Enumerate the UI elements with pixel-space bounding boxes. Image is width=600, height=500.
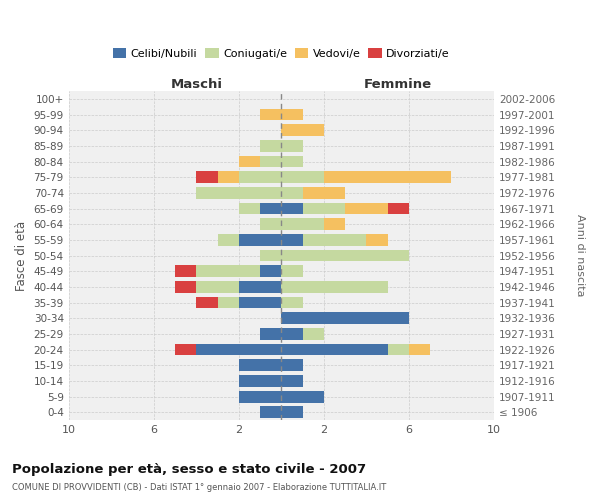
Bar	[281, 312, 409, 324]
Bar	[281, 108, 302, 120]
Bar	[281, 202, 302, 214]
Bar	[367, 234, 388, 246]
Text: Popolazione per età, sesso e stato civile - 2007: Popolazione per età, sesso e stato civil…	[12, 462, 366, 475]
Y-axis label: Fasce di età: Fasce di età	[15, 220, 28, 290]
Bar	[239, 281, 281, 293]
Bar	[196, 344, 281, 355]
Legend: Celibi/Nubili, Coniugati/e, Vedovi/e, Divorziati/e: Celibi/Nubili, Coniugati/e, Vedovi/e, Di…	[109, 44, 454, 64]
Bar	[260, 108, 281, 120]
Bar	[196, 187, 281, 199]
Bar	[281, 391, 324, 402]
Text: Maschi: Maschi	[170, 78, 222, 91]
Text: Femmine: Femmine	[364, 78, 433, 91]
Bar	[196, 172, 218, 183]
Bar	[281, 406, 302, 418]
Bar	[281, 218, 324, 230]
Bar	[239, 375, 281, 387]
Bar	[218, 172, 239, 183]
Text: COMUNE DI PROVVIDENTI (CB) - Dati ISTAT 1° gennaio 2007 - Elaborazione TUTTITALI: COMUNE DI PROVVIDENTI (CB) - Dati ISTAT …	[12, 484, 386, 492]
Y-axis label: Anni di nascita: Anni di nascita	[575, 214, 585, 297]
Bar	[196, 266, 260, 277]
Bar	[218, 296, 239, 308]
Bar	[302, 234, 367, 246]
Bar	[281, 156, 302, 168]
Bar	[281, 140, 302, 152]
Bar	[302, 187, 345, 199]
Bar	[239, 296, 281, 308]
Bar	[260, 328, 281, 340]
Bar	[281, 234, 302, 246]
Bar	[345, 202, 388, 214]
Bar	[409, 344, 430, 355]
Bar	[175, 281, 196, 293]
Bar	[239, 202, 260, 214]
Bar	[324, 218, 345, 230]
Bar	[218, 234, 239, 246]
Bar	[281, 124, 324, 136]
Bar	[260, 202, 281, 214]
Bar	[239, 234, 281, 246]
Bar	[302, 202, 345, 214]
Bar	[260, 250, 281, 262]
Bar	[388, 202, 409, 214]
Bar	[239, 156, 260, 168]
Bar	[260, 218, 281, 230]
Bar	[260, 156, 281, 168]
Bar	[388, 344, 409, 355]
Bar	[281, 344, 388, 355]
Bar	[175, 266, 196, 277]
Bar	[239, 391, 281, 402]
Bar	[175, 344, 196, 355]
Bar	[281, 360, 302, 371]
Bar	[281, 250, 409, 262]
Bar	[281, 328, 302, 340]
Bar	[260, 140, 281, 152]
Bar	[324, 172, 451, 183]
Bar	[281, 296, 302, 308]
Bar	[196, 281, 239, 293]
Bar	[281, 281, 388, 293]
Bar	[196, 296, 218, 308]
Bar	[260, 406, 281, 418]
Bar	[281, 266, 302, 277]
Bar	[239, 360, 281, 371]
Bar	[302, 328, 324, 340]
Bar	[239, 172, 281, 183]
Bar	[281, 187, 302, 199]
Bar	[281, 375, 302, 387]
Bar	[260, 266, 281, 277]
Bar	[281, 172, 324, 183]
